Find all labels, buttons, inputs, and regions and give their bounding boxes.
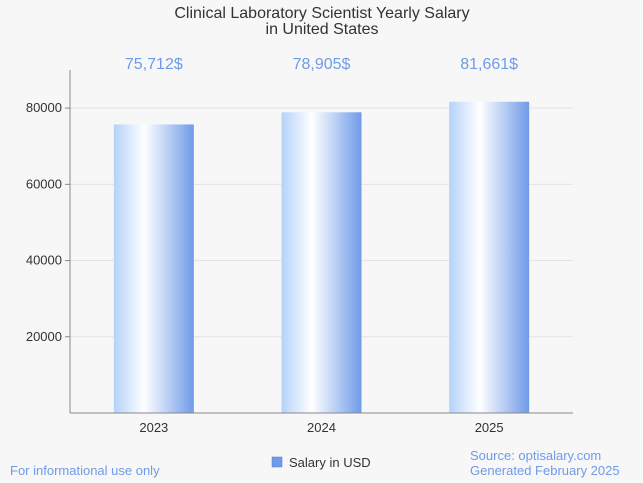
chart-title-line-2: in United States: [266, 21, 379, 38]
legend[interactable]: Salary in USD: [271, 455, 371, 470]
y-axis-ticks: 20000 40000 60000 80000: [26, 100, 70, 344]
bar-2025[interactable]: [449, 101, 530, 413]
legend-swatch: [271, 456, 283, 468]
bar-2023[interactable]: [113, 124, 194, 413]
x-tick-label-2024: 2024: [307, 420, 336, 435]
y-tick-label: 20000: [26, 329, 62, 344]
bar-2024[interactable]: [281, 112, 362, 414]
footer-disclaimer: For informational use only: [10, 463, 160, 478]
y-tick-label: 80000: [26, 100, 62, 115]
data-label-2024: 78,905$: [293, 56, 351, 73]
chart-title-line-1: Clinical Laboratory Scientist Yearly Sal…: [174, 5, 469, 22]
y-tick-label: 60000: [26, 176, 62, 191]
footer-source: Source: optisalary.com: [470, 448, 601, 463]
bars: [113, 101, 530, 414]
x-tick-label-2025: 2025: [475, 420, 504, 435]
legend-label: Salary in USD: [289, 455, 371, 470]
y-tick-label: 40000: [26, 253, 62, 268]
x-tick-label-2023: 2023: [139, 420, 168, 435]
footer-generated: Generated February 2025: [470, 463, 620, 478]
data-label-2025: 81,661$: [460, 56, 518, 73]
x-axis-ticks: 2023 2024 2025: [139, 420, 503, 435]
data-labels: 75,712$ 78,905$ 81,661$: [125, 56, 518, 73]
data-label-2023: 75,712$: [125, 56, 183, 73]
